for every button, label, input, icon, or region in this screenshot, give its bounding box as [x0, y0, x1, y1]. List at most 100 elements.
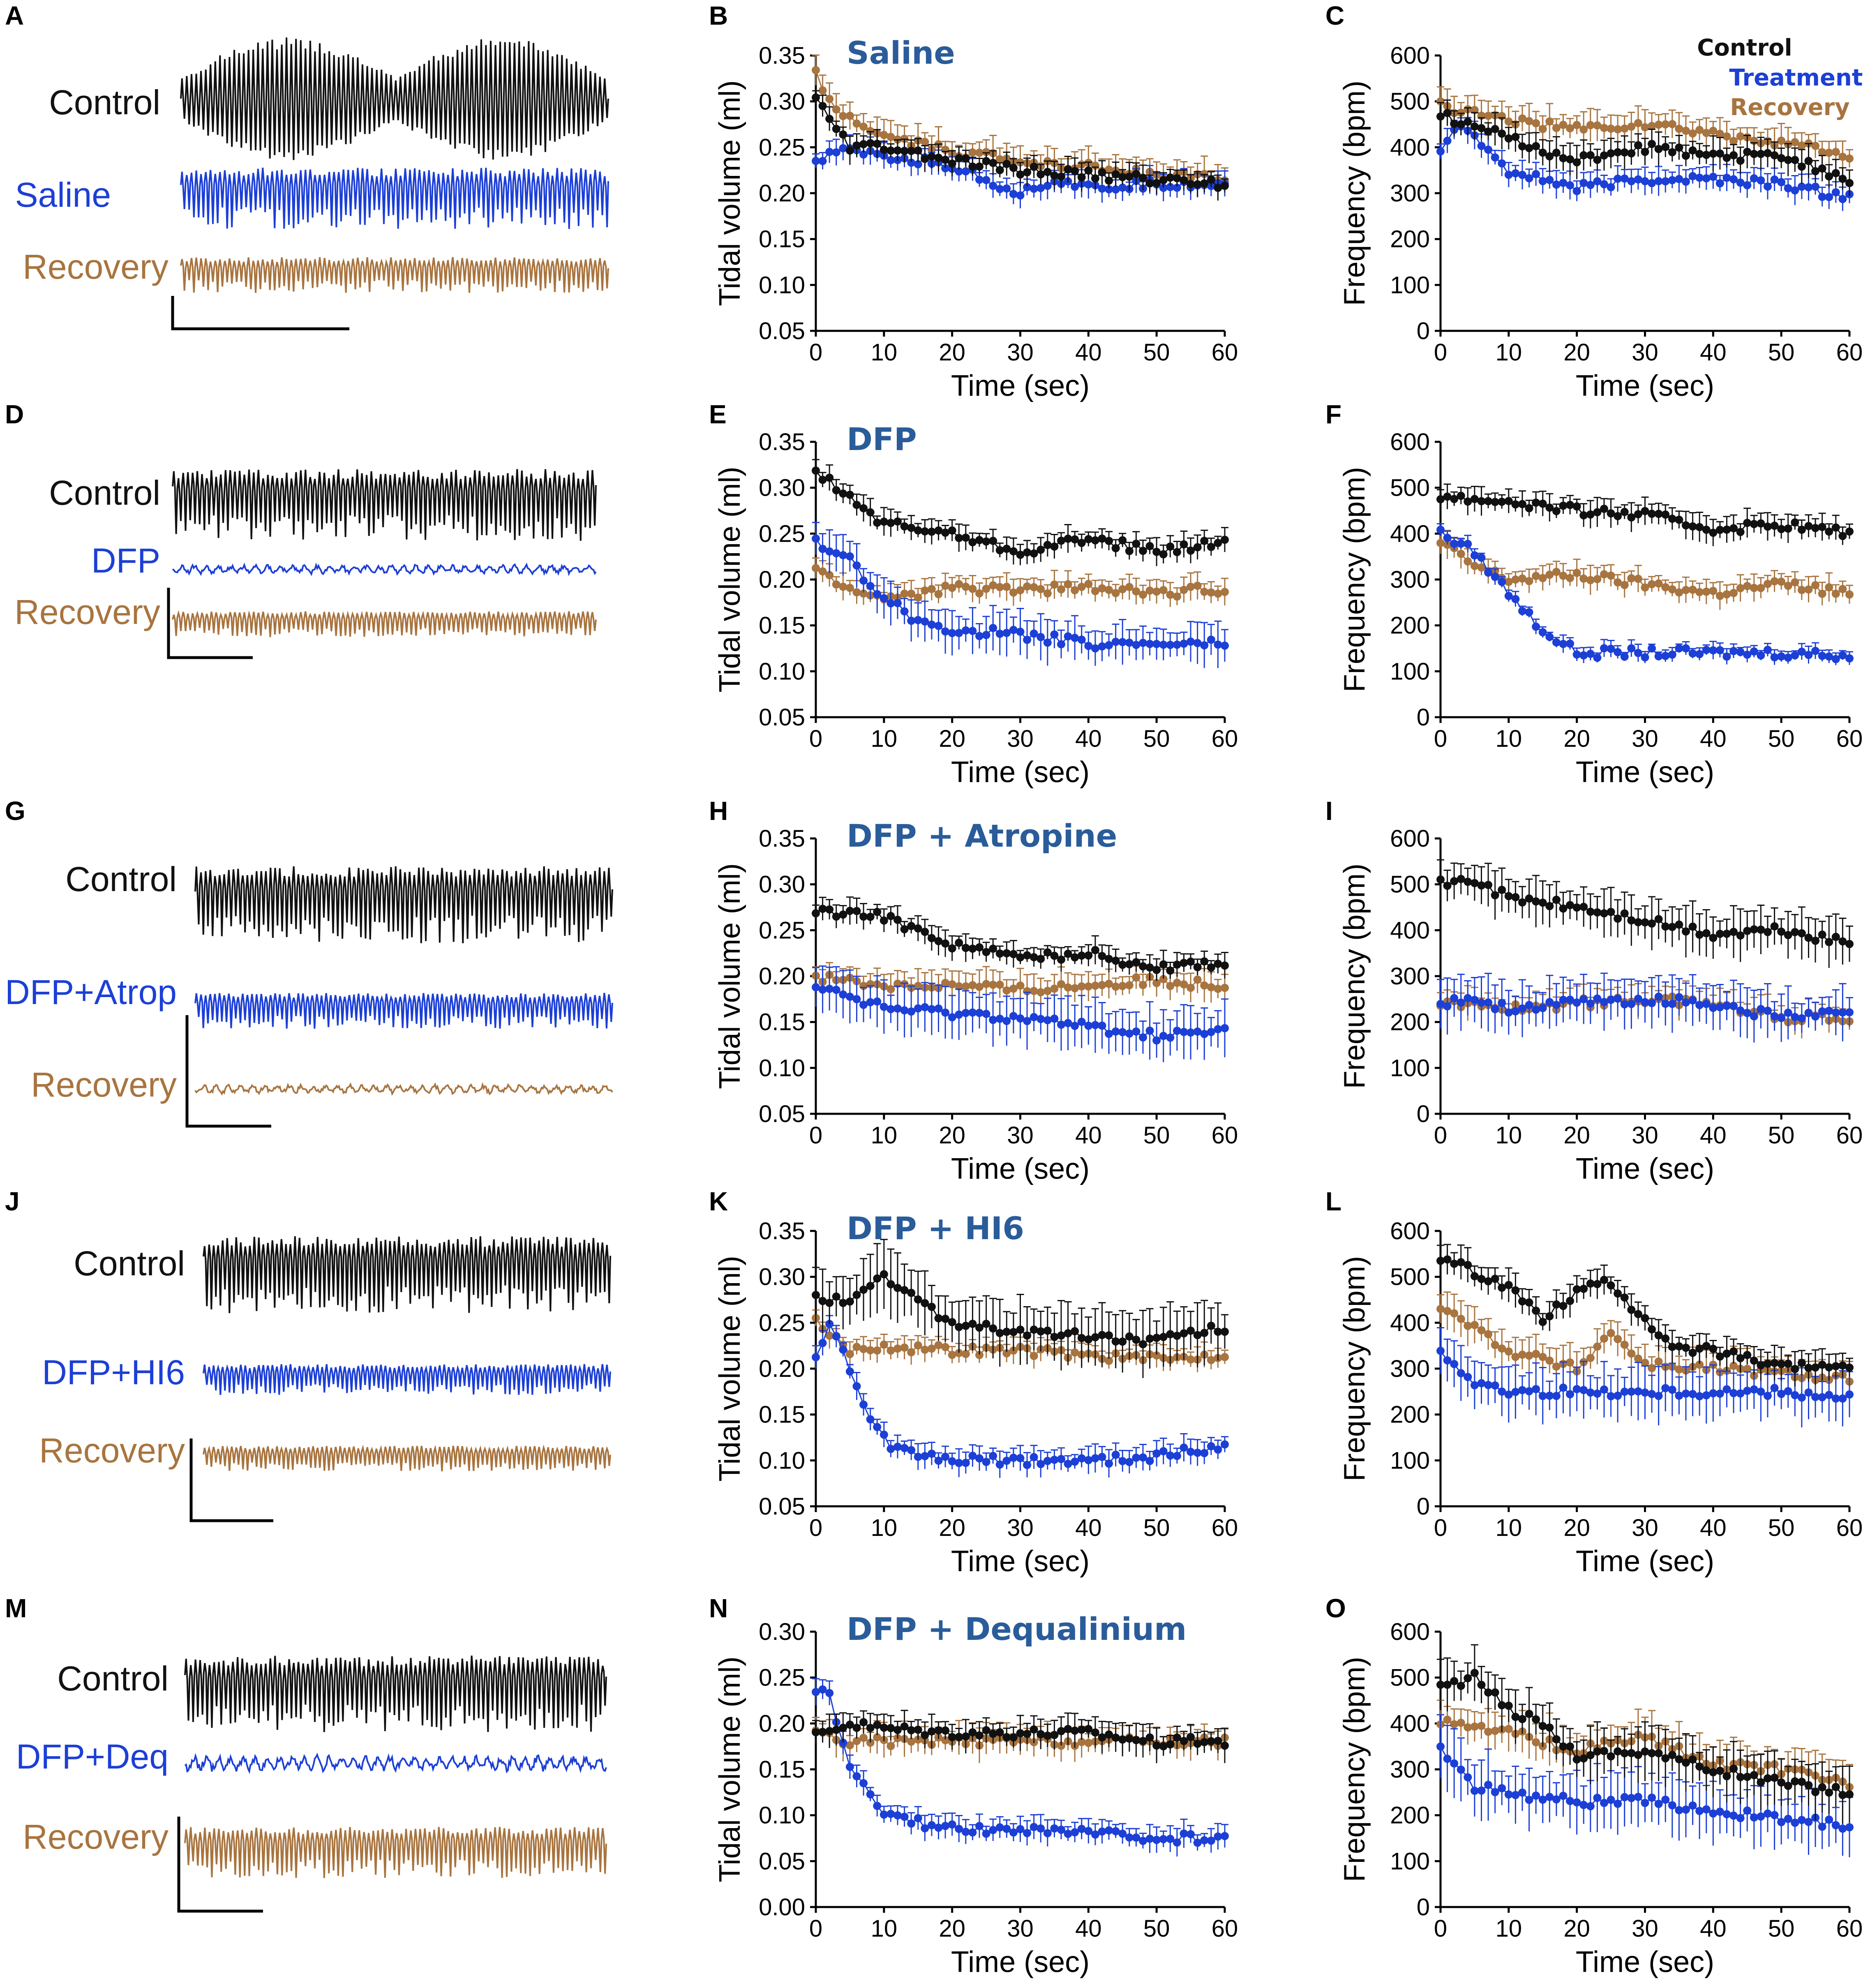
data-point	[1464, 557, 1472, 566]
data-point	[1023, 635, 1032, 644]
data-point	[832, 912, 840, 921]
data-point	[1016, 1014, 1025, 1023]
data-point	[1023, 582, 1032, 591]
data-point	[1709, 646, 1718, 655]
data-point	[1641, 918, 1649, 927]
data-point	[1797, 1359, 1806, 1367]
data-point	[893, 599, 902, 607]
data-point	[1484, 881, 1493, 889]
data-point	[880, 1002, 888, 1011]
data-point	[1838, 937, 1847, 946]
data-point	[1504, 134, 1513, 143]
data-point	[832, 1332, 840, 1341]
y-tick-label: 0.20	[759, 566, 805, 593]
data-point	[989, 981, 997, 989]
data-point	[1221, 182, 1229, 190]
data-point	[1125, 583, 1134, 591]
data-point	[1777, 136, 1786, 145]
data-point	[900, 589, 909, 598]
series-control	[1436, 859, 1854, 968]
y-tick-label: 100	[1390, 658, 1430, 685]
data-point	[1077, 538, 1086, 547]
data-point	[1118, 173, 1127, 181]
data-point	[1791, 1013, 1799, 1021]
data-point	[1009, 1328, 1018, 1336]
chart-n: 0.00 0.05 0.10 0.15 0.20 0.25 0.30 0 10 20 30 40 50 6…	[713, 1611, 1238, 1979]
data-point	[832, 549, 840, 558]
data-point	[818, 157, 827, 165]
data-point	[818, 567, 827, 576]
series-control	[1436, 99, 1854, 196]
data-point	[1838, 1361, 1847, 1370]
data-point	[859, 1286, 868, 1294]
x-tick-label: 50	[1768, 725, 1795, 752]
data-point	[845, 1741, 854, 1750]
data-point	[1518, 1004, 1526, 1013]
data-point	[1825, 1363, 1833, 1372]
data-point	[1784, 1387, 1792, 1395]
data-point	[866, 1415, 875, 1424]
data-point	[1722, 525, 1731, 534]
data-point	[1614, 1335, 1622, 1344]
data-point	[1668, 1000, 1676, 1008]
data-point	[1187, 1326, 1195, 1335]
data-point	[1811, 1392, 1820, 1401]
data-point	[1111, 544, 1120, 552]
x-tick-label: 50	[1768, 339, 1795, 366]
chart-k: 0.05 0.10 0.15 0.20 0.25 0.30 0.35 0 10 20 30 40 50 6…	[713, 1210, 1238, 1578]
data-point	[1436, 1305, 1445, 1313]
data-point	[1811, 182, 1820, 191]
data-point	[1084, 166, 1093, 175]
data-point	[1750, 1356, 1758, 1365]
data-point	[1043, 638, 1052, 647]
data-point	[1552, 638, 1561, 647]
data-point	[887, 1346, 895, 1355]
data-point	[1614, 1289, 1622, 1298]
data-point	[1586, 1354, 1595, 1362]
y-tick-label: 500	[1390, 88, 1430, 115]
data-point	[1464, 994, 1472, 1002]
data-point	[961, 944, 970, 952]
data-point	[907, 524, 916, 532]
data-point	[1845, 590, 1854, 599]
data-point	[1098, 952, 1106, 961]
data-point	[1091, 1333, 1099, 1341]
data-point	[934, 937, 943, 945]
data-point	[975, 589, 983, 598]
data-point	[887, 519, 895, 527]
data-point	[1743, 926, 1752, 935]
data-point	[1084, 1021, 1093, 1030]
data-point	[1064, 1019, 1072, 1027]
data-point	[818, 545, 827, 553]
data-point	[1173, 640, 1181, 649]
data-point	[832, 148, 840, 157]
data-point	[961, 1009, 970, 1017]
y-tick-label: 500	[1390, 1264, 1430, 1291]
data-point	[1200, 1329, 1209, 1337]
data-point	[1091, 1454, 1099, 1463]
data-point	[1559, 904, 1568, 913]
data-point	[1470, 122, 1479, 131]
data-point	[1545, 503, 1554, 512]
data-point	[1566, 155, 1574, 164]
x-tick-label: 30	[1007, 1915, 1034, 1942]
x-tick-label: 50	[1143, 725, 1170, 752]
x-tick-label: 20	[939, 725, 965, 752]
data-point	[1139, 1033, 1147, 1042]
data-point	[1757, 651, 1765, 660]
data-point	[1071, 182, 1079, 191]
data-point	[1729, 137, 1738, 145]
data-point	[1470, 1381, 1479, 1390]
data-point	[948, 526, 956, 535]
data-point	[1729, 524, 1738, 533]
data-point	[1057, 955, 1065, 964]
data-point	[1457, 998, 1465, 1007]
data-point	[880, 131, 888, 139]
data-point	[1180, 1027, 1188, 1036]
data-point	[1627, 177, 1636, 185]
x-tick-label: 20	[1563, 725, 1590, 752]
x-axis-label: Time (sec)	[1576, 756, 1714, 789]
data-point	[1831, 589, 1840, 598]
data-point	[1777, 1360, 1786, 1368]
y-tick-label: 0.25	[759, 1309, 805, 1336]
